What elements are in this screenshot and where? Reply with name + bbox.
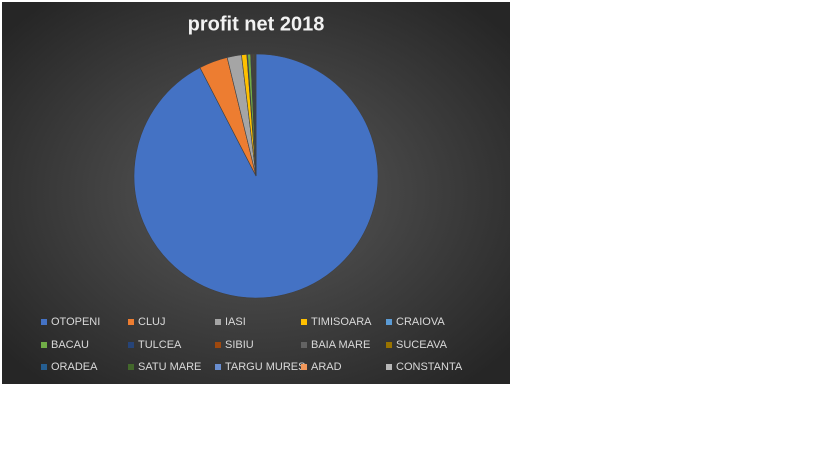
- legend-label: SIBIU: [225, 339, 254, 351]
- legend-swatch: [215, 342, 221, 348]
- legend-label: TIMISOARA: [311, 316, 372, 328]
- chart-title: profit net 2018: [188, 13, 325, 35]
- legend-label: CRAIOVA: [396, 316, 445, 328]
- legend-label: CLUJ: [138, 316, 166, 328]
- legend-swatch: [215, 319, 221, 325]
- legend-swatch: [128, 342, 134, 348]
- legend-swatch: [128, 319, 134, 325]
- legend-label: TARGU MURES: [225, 361, 305, 373]
- legend-label: CONSTANTA: [396, 361, 463, 373]
- legend-swatch: [128, 364, 134, 370]
- legend-label: ORADEA: [51, 361, 98, 373]
- legend-label: TULCEA: [138, 339, 182, 351]
- legend-label: BAIA MARE: [311, 339, 370, 351]
- legend-label: IASI: [225, 316, 246, 328]
- legend-swatch: [386, 319, 392, 325]
- legend-label: SATU MARE: [138, 361, 201, 373]
- legend-swatch: [301, 319, 307, 325]
- legend-swatch: [386, 342, 392, 348]
- legend-swatch: [301, 342, 307, 348]
- legend-swatch: [41, 319, 47, 325]
- legend-swatch: [301, 364, 307, 370]
- legend-swatch: [41, 364, 47, 370]
- legend-label: SUCEAVA: [396, 339, 448, 351]
- legend-swatch: [41, 342, 47, 348]
- legend-swatch: [386, 364, 392, 370]
- legend-swatch: [215, 364, 221, 370]
- legend-label: ARAD: [311, 361, 342, 373]
- legend-label: OTOPENI: [51, 316, 100, 328]
- legend-label: BACAU: [51, 339, 89, 351]
